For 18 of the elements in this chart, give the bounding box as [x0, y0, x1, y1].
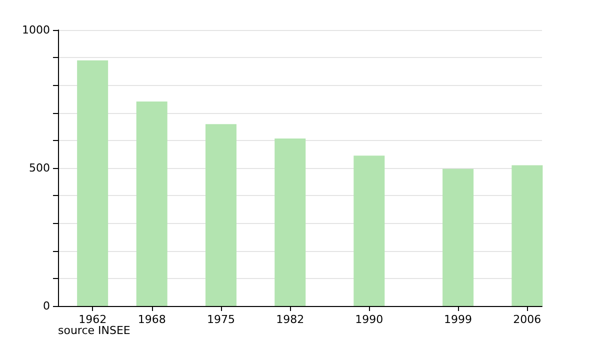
- bar: [354, 156, 385, 306]
- x-tick-label: 1999: [444, 313, 472, 326]
- y-tick-label: 1000: [22, 24, 50, 36]
- x-tick-label: 1990: [355, 313, 384, 326]
- bar: [442, 168, 474, 306]
- y-tick-label: 0: [43, 300, 50, 312]
- bar: [274, 138, 306, 306]
- x-tick-label: 2006: [513, 313, 542, 326]
- bar: [136, 101, 168, 306]
- bar: [512, 165, 543, 306]
- source-note: source INSEE: [58, 324, 130, 337]
- x-tick-label: 1962: [78, 313, 107, 326]
- y-tick-label: 500: [29, 162, 50, 174]
- x-tick-label: 1982: [276, 313, 304, 326]
- bar: [205, 124, 236, 306]
- bar: [77, 60, 108, 306]
- x-tick-label: 1975: [206, 313, 235, 326]
- x-tick-label: 1968: [138, 313, 166, 326]
